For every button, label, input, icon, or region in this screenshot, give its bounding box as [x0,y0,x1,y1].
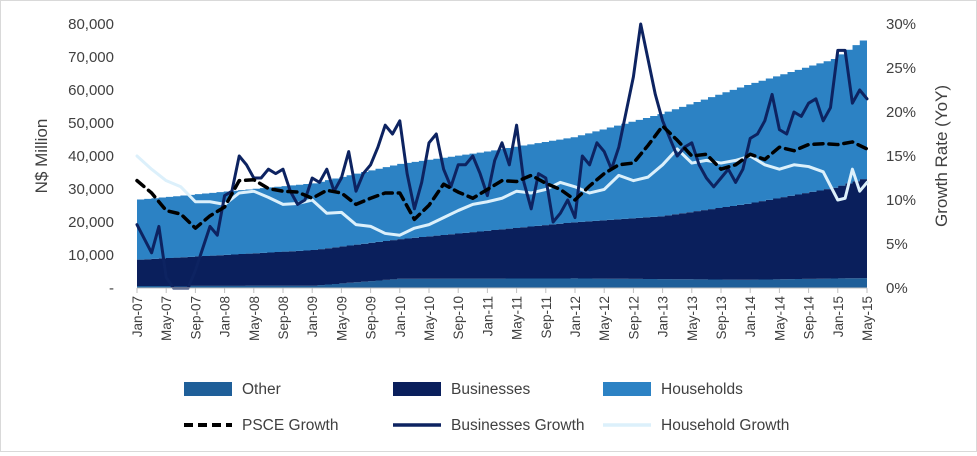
y2-tick-label: 25% [886,60,916,77]
y2-tick-label: 15% [886,148,916,165]
x-tick-label: May-15 [860,296,875,341]
area-other [137,278,867,288]
x-tick-label: May-09 [334,296,349,341]
legend-label: Household Growth [661,417,789,434]
y-tick-label: 50,000 [68,115,114,132]
y-tick-label: - [109,280,114,297]
legend-item-households: Households [603,381,743,398]
y2-tick-label: 10% [886,192,916,209]
legend-item-businesses-growth: Businesses Growth [393,417,585,434]
legend: Other Businesses Households PSCE Growth Busi… [184,381,789,434]
legend-swatch [393,382,441,396]
legend-item-businesses: Businesses [393,381,531,398]
y-tick-label: 80,000 [68,16,114,33]
x-tick-label: Jan-07 [130,296,145,337]
x-tick-label: Jan-10 [393,296,408,337]
x-tick-label: Sep-11 [539,296,554,339]
x-tick-label: May-08 [247,296,262,341]
y-tick-label: 20,000 [68,214,114,231]
x-tick-label: May-14 [772,296,787,342]
line-household-growth [135,147,869,237]
x-tick-label: Sep-13 [714,296,729,340]
legend-swatch [603,382,651,396]
x-tick-label: Jan-13 [656,296,671,337]
legend-label: Households [661,381,743,398]
x-tick-label: Jan-12 [568,296,583,337]
legend-item-other: Other [184,381,281,398]
y2-tick-label: 20% [886,104,916,121]
x-axis-ticks: Jan-07 May-07 Sep-07 Jan-08 May-08 Sep-08 Jan-… [130,288,875,341]
x-tick-label: Sep-09 [364,296,379,340]
y-tick-label: 30,000 [68,181,114,198]
right-axis-ticks: 0% 5% 10% 15% 20% 25% 30% [886,16,916,297]
x-tick-label: Sep-10 [451,296,466,340]
x-tick-label: Sep-08 [276,296,291,340]
legend-item-household-growth: Household Growth [603,417,789,434]
legend-label: Businesses Growth [451,417,585,434]
x-tick-label: Jan-09 [305,296,320,337]
y2-tick-label: 30% [886,16,916,33]
x-tick-label: May-10 [422,296,437,341]
legend-label: PSCE Growth [242,417,338,434]
x-tick-label: Jan-08 [218,296,233,337]
y-tick-label: 10,000 [68,247,114,264]
y-tick-label: 60,000 [68,82,114,99]
left-axis-ticks: - 10,000 20,000 30,000 40,000 50,000 60,000 70,… [68,16,114,297]
x-tick-label: Sep-07 [188,296,203,340]
x-tick-label: Jan-15 [831,296,846,337]
legend-label: Other [242,381,281,398]
y2-tick-label: 0% [886,280,908,297]
x-tick-label: May-13 [685,296,700,341]
y-tick-label: 70,000 [68,49,114,66]
growth-lines [135,22,869,290]
x-tick-label: Jan-14 [743,296,758,338]
legend-label: Businesses [451,381,531,398]
x-tick-label: May-07 [159,296,174,341]
left-axis-title: N$ Million [32,119,51,194]
area-businesses [137,179,867,287]
x-tick-label: May-12 [597,296,612,341]
line-psce-growth [135,124,869,230]
x-tick-label: Sep-12 [626,296,641,340]
x-tick-label: Sep-14 [802,296,817,340]
legend-item-psce-growth: PSCE Growth [184,417,338,434]
y-tick-label: 40,000 [68,148,114,165]
x-tick-label: May-11 [510,296,525,340]
x-tick-label: Jan-11 [480,296,495,336]
y2-tick-label: 5% [886,236,908,253]
legend-swatch [184,382,232,396]
line-businesses-growth [135,22,869,290]
right-axis-title: Growth Rate (YoY) [932,85,951,227]
